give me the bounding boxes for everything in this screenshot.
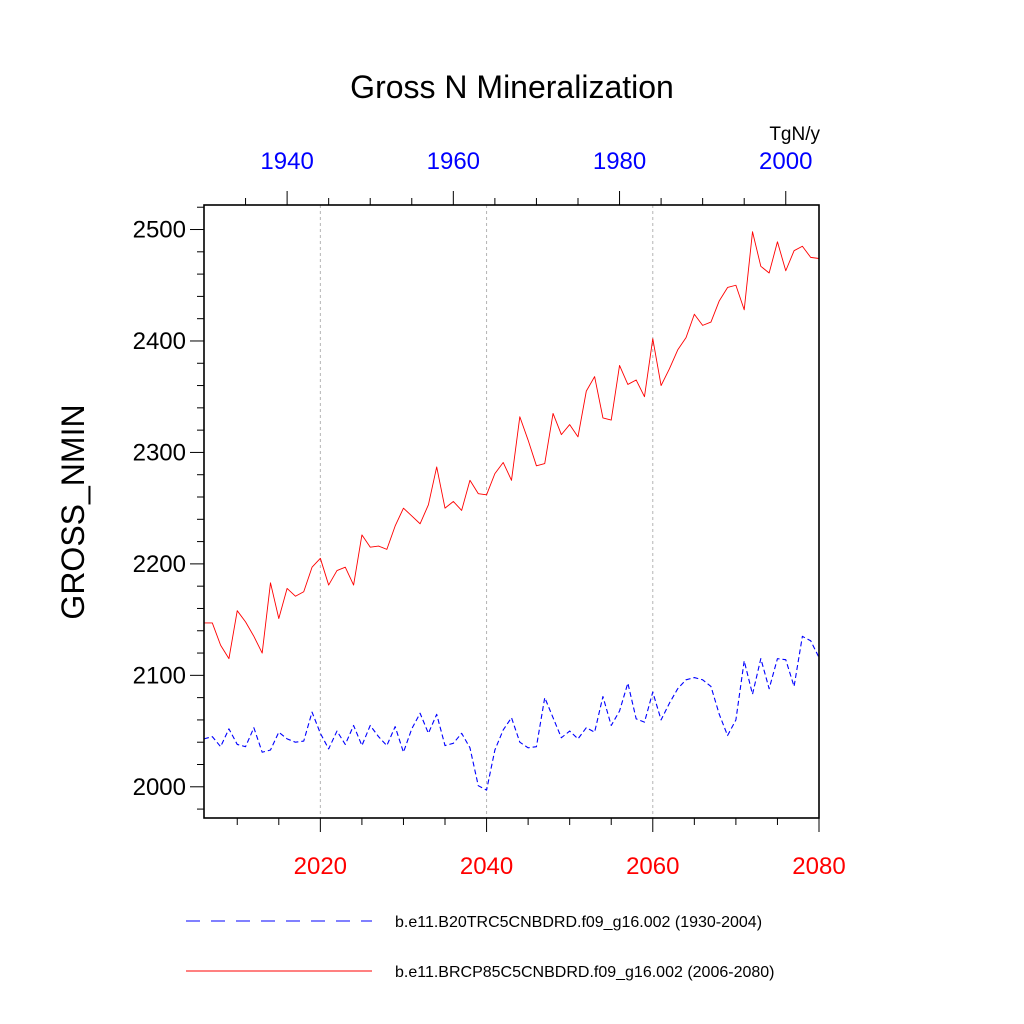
y-tick-label-2000: 2000: [133, 774, 186, 801]
legend-label-historical: b.e11.B20TRC5CNBDRD.f09_g16.002 (1930-20…: [395, 914, 762, 931]
axis-ticks: [190, 191, 820, 832]
legend-label-rcp85: b.e11.BRCP85C5CNBDRD.f09_g16.002 (2006-2…: [395, 964, 774, 981]
x-bottom-tick-label-2060: 2060: [626, 853, 679, 880]
tick-labels: 2000 2100 2200 2300 2400 2500 2020 2040 2060 2080…: [133, 148, 846, 880]
gridlines: [319, 205, 654, 818]
y-axis-label: GROSS_NMIN: [55, 404, 91, 619]
series-layer: [203, 231, 820, 791]
plot-frame: [203, 204, 820, 819]
series-line-0: [203, 635, 820, 791]
y-tick-label-2400: 2400: [133, 328, 186, 355]
y-tick-label-2100: 2100: [133, 662, 186, 689]
y-tick-label-2500: 2500: [133, 217, 186, 244]
x-top-tick-label-2000: 2000: [759, 148, 812, 175]
y-tick-label-2300: 2300: [133, 439, 186, 466]
series-line-1: [204, 231, 820, 660]
x-bottom-tick-label-2020: 2020: [294, 853, 347, 880]
x-bottom-tick-label-2080: 2080: [792, 853, 845, 880]
units-label: TgN/y: [769, 124, 820, 145]
x-top-tick-label-1960: 1960: [427, 148, 480, 175]
legend: b.e11.B20TRC5CNBDRD.f09_g16.002 (1930-20…: [186, 914, 774, 981]
y-tick-label-2200: 2200: [133, 551, 186, 578]
chart-title: Gross N Mineralization: [350, 69, 674, 105]
x-top-tick-label-1940: 1940: [260, 148, 313, 175]
x-bottom-tick-label-2040: 2040: [460, 853, 513, 880]
x-top-tick-label-1980: 1980: [593, 148, 646, 175]
